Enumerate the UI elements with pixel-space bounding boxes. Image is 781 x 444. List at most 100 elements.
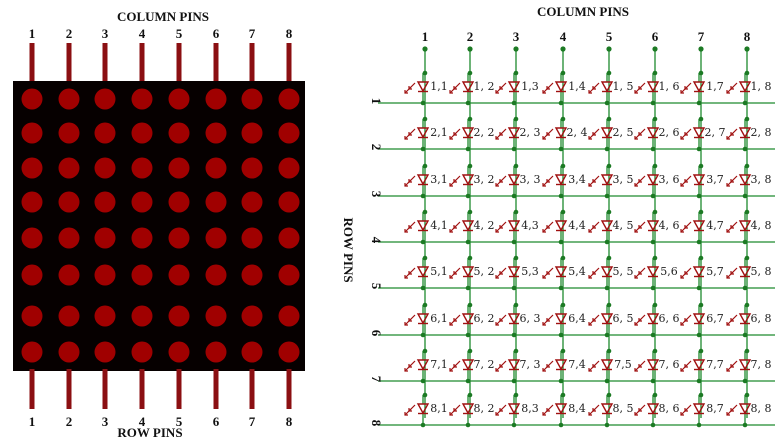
led-cell: 4, 8 (726, 211, 772, 242)
led-cell: 8,1 (404, 394, 448, 425)
led-column-junction (698, 70, 704, 76)
led-emission-arrow-tip (588, 368, 592, 372)
module-led-dot (21, 191, 43, 213)
led-cell-label: 1,4 (568, 80, 586, 93)
led-cell-label: 8,1 (430, 402, 448, 415)
led-cell: 6, 5 (588, 304, 634, 335)
led-cell-label: 6, 2 (474, 312, 495, 325)
led-emission-arrow (542, 86, 550, 94)
module-bottom-pin (213, 369, 219, 409)
module-led-dot (58, 122, 80, 144)
led-diode-triangle (461, 127, 475, 139)
led-emission-arrow (726, 132, 734, 140)
led-emission-arrow (495, 179, 503, 187)
led-cell: 5,7 (680, 257, 724, 288)
led-row-junction (742, 285, 748, 291)
led-emission-arrow (495, 132, 503, 140)
led-cell-label: 2, 6 (659, 126, 680, 139)
led-emission-arrow-tip (634, 412, 638, 416)
led-column-junction (467, 116, 473, 122)
led-column-junction (744, 209, 750, 215)
led-diode-triangle (554, 359, 568, 371)
led-emission-arrow-tip (495, 275, 499, 279)
led-cell-label: 6,7 (706, 312, 724, 325)
led-cell: 6,7 (680, 304, 724, 335)
led-emission-arrow-tip (449, 275, 453, 279)
led-cell: 7,1 (404, 350, 448, 381)
led-diode-triangle (738, 81, 752, 93)
module-led-dot (94, 157, 116, 179)
led-diode-triangle (600, 127, 614, 139)
led-cell: 5,6 (634, 257, 678, 288)
led-cell-label: 5, 8 (751, 265, 772, 278)
led-emission-arrow (634, 408, 642, 416)
module-led-dot (94, 305, 116, 327)
matrix-schematic: COLUMN PINS ROW PINS 1,1 1, 2 1,3 1,4 1, 5 1,… (341, 4, 775, 428)
led-cell: 3,1 (404, 165, 448, 196)
led-cell: 8, 6 (634, 394, 680, 425)
module-top-pin-number: 7 (249, 26, 256, 41)
led-column-junction (422, 302, 428, 308)
led-cell-label: 2, 5 (613, 126, 634, 139)
led-cell: 2, 6 (634, 118, 680, 149)
module-led-dot (21, 157, 43, 179)
led-column-junction (744, 255, 750, 261)
led-column-junction (698, 255, 704, 261)
led-cell: 1,7 (680, 72, 724, 103)
led-emission-arrow-tip (588, 275, 592, 279)
schematic-row-number: 4 (369, 237, 384, 244)
led-emission-arrow-tip (495, 229, 499, 233)
led-cell-label: 3, 6 (659, 173, 680, 186)
module-led-dot (58, 264, 80, 286)
module-led-dot (205, 88, 227, 110)
led-emission-arrow (588, 271, 596, 279)
led-column-junction (652, 209, 658, 215)
led-column-junction (698, 163, 704, 169)
led-cell: 6, 8 (726, 304, 772, 335)
led-diode-triangle (416, 359, 430, 371)
module-led-dot (278, 157, 300, 179)
led-row-junction (465, 378, 471, 384)
module-bottom-pin-number: 7 (249, 414, 256, 429)
module-led-dot (278, 341, 300, 363)
led-diode-triangle (416, 81, 430, 93)
module-bottom-pin-number: 6 (213, 414, 220, 429)
led-diode-triangle (461, 266, 475, 278)
module-led-dot (205, 157, 227, 179)
led-cell-label: 5, 2 (474, 265, 495, 278)
led-emission-arrow (495, 318, 503, 326)
schematic-row-number: 8 (369, 420, 384, 427)
schematic-row-number: 5 (369, 283, 384, 290)
module-led-dot (278, 264, 300, 286)
led-row-junction (420, 193, 426, 199)
led-emission-arrow (404, 179, 412, 187)
led-diode-triangle (507, 174, 521, 186)
led-diode-triangle (554, 127, 568, 139)
led-column-junction (513, 302, 519, 308)
module-bottom-pin-number: 4 (139, 414, 146, 429)
led-row-junction (696, 422, 702, 428)
led-cell-label: 2, 7 (705, 126, 726, 139)
led-cell-label: 5,1 (430, 265, 448, 278)
led-emission-arrow-tip (588, 229, 592, 233)
module-led-dot (278, 191, 300, 213)
module-led-dot (21, 227, 43, 249)
schematic-column-number: 7 (698, 29, 705, 44)
led-cell-label: 7,7 (706, 358, 724, 371)
led-diode-triangle (692, 127, 706, 139)
led-column-junction (652, 163, 658, 169)
module-bottom-pin (286, 369, 292, 409)
module-led-dot (168, 264, 190, 286)
led-emission-arrow-tip (634, 322, 638, 326)
led-cell: 1, 6 (634, 72, 680, 103)
led-cell-label: 2, 3 (520, 126, 541, 139)
led-cell-label: 2, 2 (474, 126, 495, 139)
schematic-column-pins-title: COLUMN PINS (537, 4, 629, 19)
schematic-wires (378, 47, 775, 426)
led-row-junction (511, 239, 517, 245)
led-emission-arrow (449, 225, 457, 233)
schematic-row-pins-title: ROW PINS (341, 217, 356, 282)
led-row-junction (604, 332, 610, 338)
led-diode-triangle (554, 174, 568, 186)
